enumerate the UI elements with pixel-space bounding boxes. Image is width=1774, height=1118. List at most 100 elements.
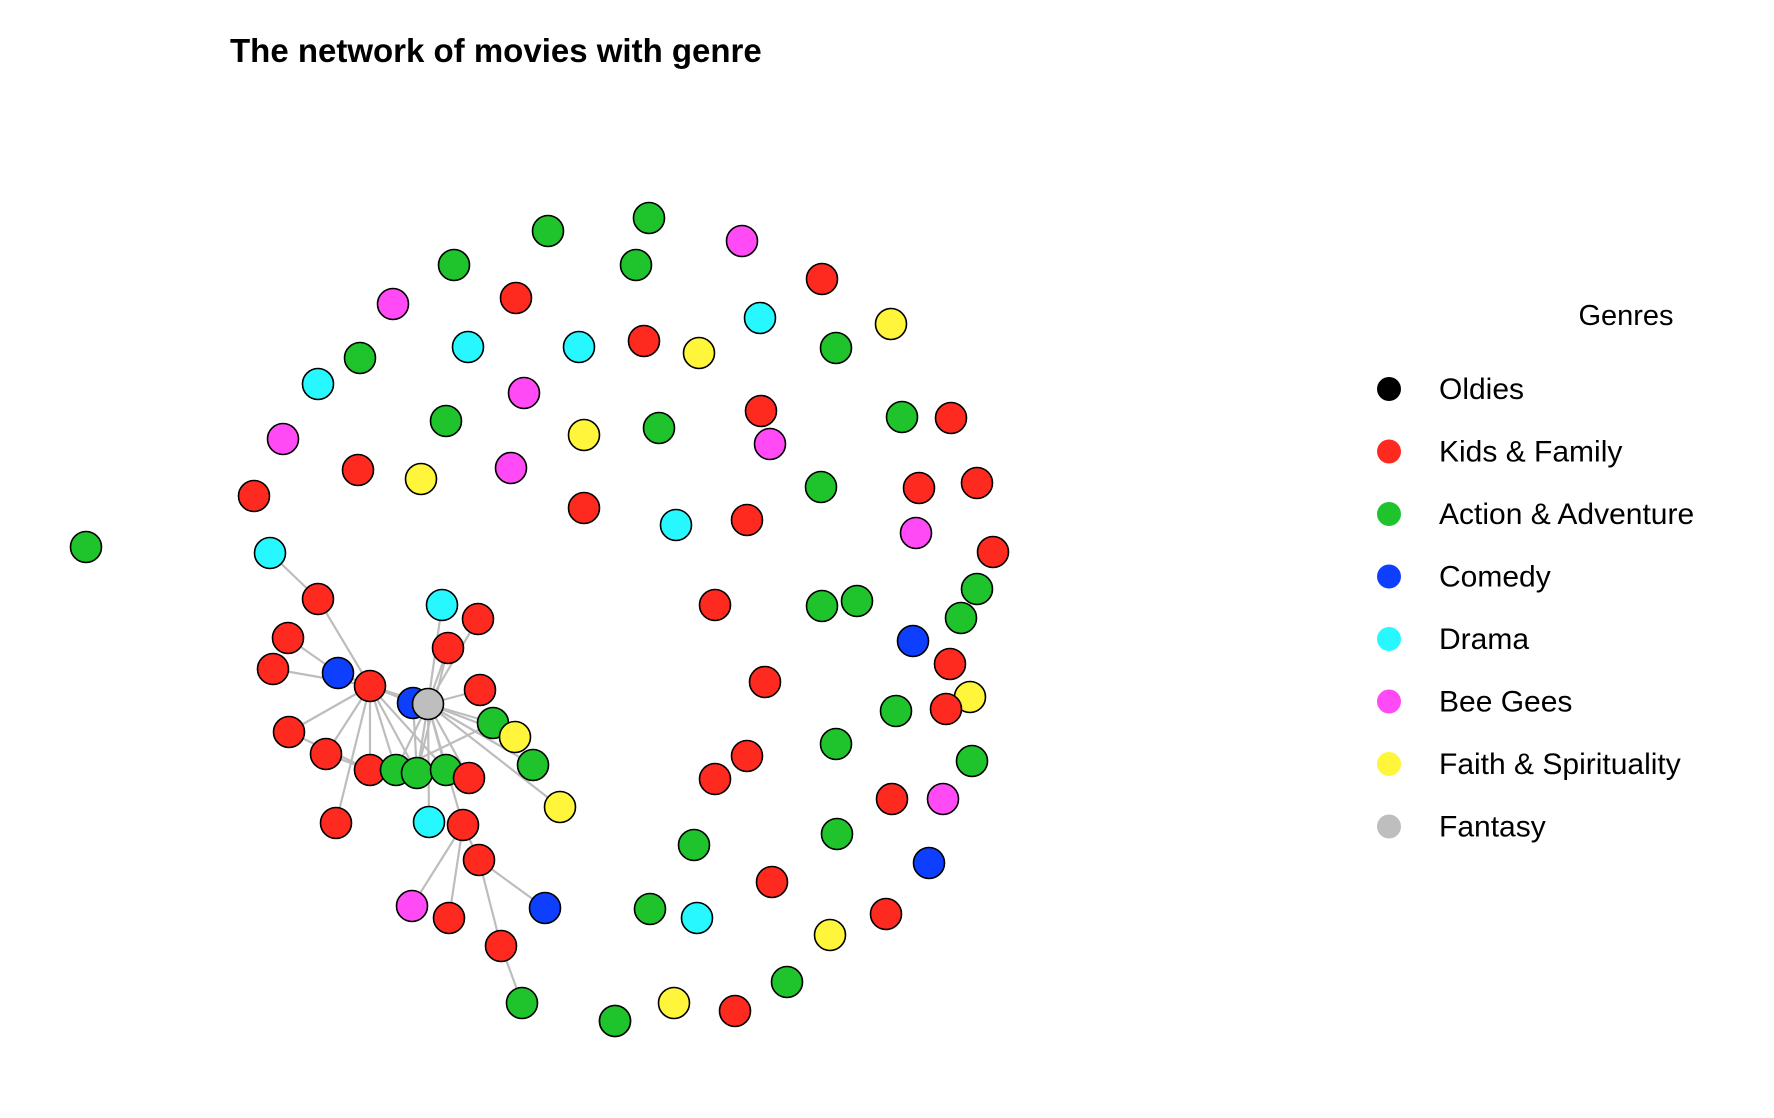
movie-node xyxy=(461,602,495,636)
movie-node xyxy=(567,418,601,452)
movie-node xyxy=(598,1004,632,1038)
movie-node xyxy=(642,411,676,445)
movie-node xyxy=(505,986,539,1020)
movie-node xyxy=(698,762,732,796)
movie-node xyxy=(516,748,550,782)
network-edge xyxy=(334,685,372,824)
movie-node xyxy=(879,694,913,728)
legend-swatch xyxy=(1377,814,1401,839)
movie-node xyxy=(271,621,305,655)
legend-label: Faith & Spirituality xyxy=(1439,748,1681,781)
movie-node xyxy=(507,376,541,410)
movie-node xyxy=(343,341,377,375)
movie-node xyxy=(840,584,874,618)
network-edge xyxy=(427,703,534,766)
network-edge xyxy=(272,667,371,688)
legend-swatch xyxy=(1377,377,1401,401)
movie-node xyxy=(770,965,804,999)
movie-node xyxy=(805,589,839,623)
network-edge xyxy=(317,598,371,687)
movie-node xyxy=(955,744,989,778)
network-edge xyxy=(369,685,418,774)
movie-node xyxy=(446,808,480,842)
movie-node xyxy=(272,715,306,749)
legend-label: Comedy xyxy=(1439,561,1551,594)
legend-swatch xyxy=(1377,502,1401,526)
movie-node xyxy=(463,673,497,707)
movie-node xyxy=(404,462,438,496)
movie-node xyxy=(869,897,903,931)
movie-node xyxy=(912,846,946,880)
movie-node xyxy=(567,491,601,525)
movie-node xyxy=(743,301,777,335)
movie-node xyxy=(820,817,854,851)
movie-node xyxy=(899,516,933,550)
movie-node xyxy=(730,503,764,537)
movie-node xyxy=(412,805,446,839)
movie-node xyxy=(929,692,963,726)
movie-node xyxy=(755,865,789,899)
movie-node xyxy=(902,471,936,505)
movie-node xyxy=(452,761,486,795)
legend-item: Drama xyxy=(1377,623,1529,656)
movie-node xyxy=(960,466,994,500)
legend-item: Kids & Family xyxy=(1377,436,1622,469)
movie-node xyxy=(748,665,782,699)
legend-item: Fantasy xyxy=(1377,811,1546,844)
movie-node xyxy=(395,889,429,923)
movie-node xyxy=(657,986,691,1020)
movie-node xyxy=(619,248,653,282)
movie-node xyxy=(804,470,838,504)
movie-node xyxy=(885,400,919,434)
legend-item: Comedy xyxy=(1377,561,1551,594)
movie-node xyxy=(976,535,1010,569)
movie-node xyxy=(698,588,732,622)
movie-node xyxy=(499,281,533,315)
legend-item: Oldies xyxy=(1377,373,1524,406)
movie-node xyxy=(819,727,853,761)
legend-label: Fantasy xyxy=(1439,811,1546,844)
movie-node xyxy=(933,647,967,681)
chart-title: The network of movies with genre xyxy=(230,32,762,69)
movie-node xyxy=(432,901,466,935)
movie-node xyxy=(341,453,375,487)
movie-node xyxy=(437,248,471,282)
nodes-layer xyxy=(69,201,1010,1038)
movie-node xyxy=(819,331,853,365)
legend-label: Drama xyxy=(1439,623,1529,656)
movie-node xyxy=(805,262,839,296)
legend-swatch xyxy=(1377,689,1401,714)
legend-label: Oldies xyxy=(1439,373,1524,406)
movie-node xyxy=(874,307,908,341)
movie-node xyxy=(725,224,759,258)
movie-node xyxy=(680,901,714,935)
movie-node xyxy=(256,652,290,686)
legend-item: Bee Gees xyxy=(1377,686,1572,719)
movie-node xyxy=(253,536,287,570)
network-edge xyxy=(369,685,447,771)
legend-label: Kids & Family xyxy=(1439,436,1622,469)
movie-node xyxy=(528,891,562,925)
legend-label: Action & Adventure xyxy=(1439,498,1694,531)
movie-node xyxy=(677,828,711,862)
movie-node xyxy=(425,588,459,622)
movie-node xyxy=(462,843,496,877)
legend-swatch xyxy=(1377,752,1401,776)
legend-swatch xyxy=(1377,627,1401,651)
movie-node xyxy=(682,336,716,370)
movie-node xyxy=(730,739,764,773)
movie-node xyxy=(926,782,960,816)
movie-node xyxy=(562,330,596,364)
movie-node xyxy=(875,782,909,816)
movie-node xyxy=(813,918,847,952)
legend-title: Genres xyxy=(1578,300,1673,332)
movie-node xyxy=(633,892,667,926)
movie-node xyxy=(451,330,485,364)
legend-item: Action & Adventure xyxy=(1377,498,1694,531)
movie-node xyxy=(896,624,930,658)
movie-node xyxy=(301,582,335,616)
movie-node xyxy=(494,451,528,485)
legend-label: Bee Gees xyxy=(1439,686,1572,719)
movie-node xyxy=(69,530,103,564)
